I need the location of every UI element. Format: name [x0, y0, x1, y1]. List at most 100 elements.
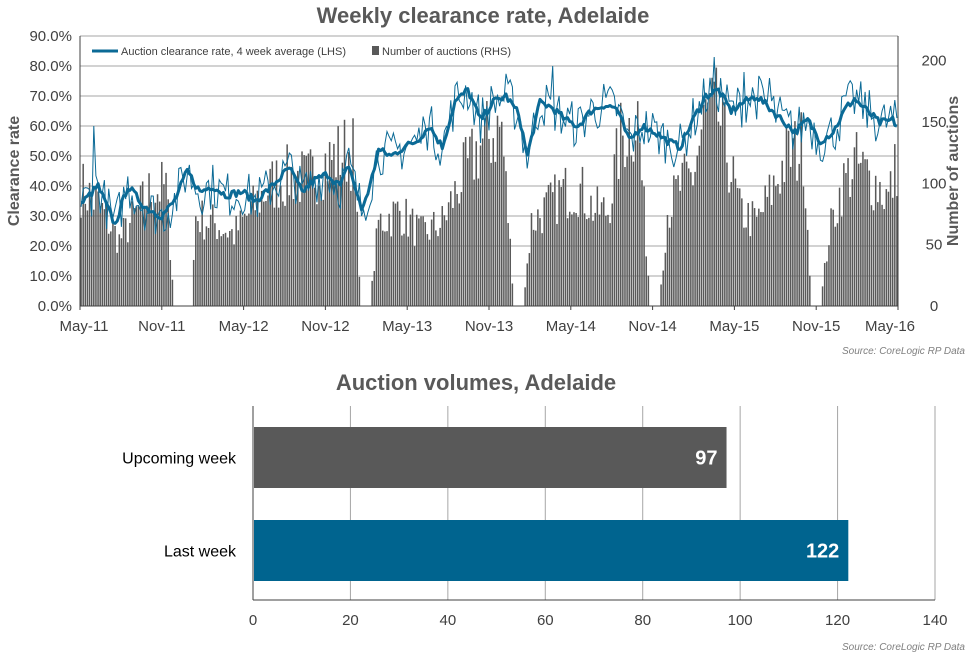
x-tick-label: Nov-12 [301, 318, 349, 335]
auction-bar [290, 166, 293, 306]
auction-bar [454, 181, 456, 306]
auction-bar [528, 253, 531, 306]
auction-bar [167, 199, 169, 306]
auction-bar [668, 227, 671, 306]
auction-bar [749, 236, 752, 306]
bottom-x-ticks: 0 20 40 60 80 100 120 140 [249, 612, 948, 629]
auction-bar [634, 140, 637, 306]
auction-bar [120, 238, 123, 306]
auction-bar [356, 211, 359, 306]
auction-bar [609, 223, 611, 306]
legend-line-label: Auction clearance rate, 4 week average (… [121, 46, 346, 58]
auction-bar [260, 190, 263, 306]
volume-bar-value: 97 [695, 448, 717, 470]
auction-bar [343, 119, 346, 307]
auction-bar [838, 187, 841, 306]
auction-bar [690, 172, 692, 306]
auction-bar [418, 218, 420, 306]
auction-bar [158, 201, 161, 306]
auction-bar [403, 233, 405, 306]
auction-bar [547, 184, 550, 306]
auction-bar [558, 180, 560, 306]
auction-bar [415, 214, 418, 306]
auction-bar [698, 145, 701, 306]
auction-bar [630, 155, 633, 306]
auction-bar [399, 210, 401, 306]
auction-bar [762, 212, 764, 306]
x-tick-label: Nov-11 [138, 318, 185, 335]
x-tick-label: May-14 [546, 318, 596, 335]
auction-bar [796, 180, 798, 306]
auction-bar [622, 135, 624, 306]
auction-bar [116, 252, 118, 306]
auction-bar [789, 166, 792, 306]
auction-bar [452, 207, 454, 306]
auction-bar [505, 171, 507, 306]
auction-bar [335, 177, 337, 306]
auction-bar [534, 230, 537, 306]
auction-bar [785, 126, 788, 307]
left-axis-ticks: 0.0% 10.0% 20.0% 30.0% 40.0% 50.0% 60.0% 70.0% 8… [29, 28, 72, 315]
auction-bar [860, 162, 862, 306]
auction-bar [462, 142, 465, 306]
auction-bar [458, 203, 461, 306]
auction-count-bars [80, 67, 898, 307]
auction-bar [131, 201, 133, 306]
auction-bar [229, 230, 231, 306]
auction-bar [717, 121, 720, 306]
bottom-tick-label: 60 [537, 612, 554, 629]
auction-bar [101, 203, 104, 306]
auction-bar [88, 182, 91, 306]
auction-bar [269, 168, 271, 306]
auction-bar [237, 230, 240, 306]
auction-bar [239, 210, 242, 306]
auction-bar [107, 233, 110, 306]
auction-bar [422, 216, 424, 306]
auction-bar [333, 143, 335, 306]
auction-bar [86, 210, 89, 306]
auction-bar [235, 216, 237, 306]
auction-bar [133, 208, 135, 306]
auction-bar [628, 117, 630, 306]
auction-bar [662, 270, 664, 306]
auction-bar [632, 161, 635, 306]
auction-bar [326, 181, 329, 306]
auction-bar [666, 215, 669, 306]
auction-bar [821, 286, 824, 306]
right-tick-label: 150 [921, 114, 946, 131]
left-axis-title: Clearance rate [6, 116, 23, 226]
auction-bar [413, 246, 416, 306]
volume-bar [254, 427, 727, 488]
auction-bar [477, 178, 480, 306]
auction-bar [324, 153, 327, 306]
auction-bar [246, 215, 248, 306]
auction-bar [90, 196, 93, 306]
auction-bar [275, 160, 278, 306]
weekly-clearance-line [80, 56, 898, 235]
auction-bar [222, 234, 225, 306]
auction-bar [250, 201, 252, 306]
auction-bar [889, 171, 892, 306]
auction-bar [560, 187, 563, 306]
auction-bar [195, 216, 197, 306]
auction-bar [592, 220, 594, 306]
auction-bar [532, 229, 535, 306]
auction-bar [93, 209, 95, 306]
auction-bar [862, 151, 864, 306]
auction-bar [566, 218, 569, 306]
auction-bar [479, 145, 482, 306]
auction-bar [607, 214, 609, 306]
auction-bar [483, 118, 486, 306]
auction-bar [209, 214, 212, 306]
auction-bar [118, 234, 121, 306]
auction-bar [503, 156, 505, 306]
auction-bar [377, 219, 380, 306]
auction-bar [297, 170, 299, 306]
auction-bar [760, 212, 762, 306]
auction-bar [802, 186, 805, 306]
auction-bar [339, 174, 342, 306]
auction-bar [388, 213, 390, 306]
auction-bar [492, 138, 495, 306]
auction-bar [466, 158, 469, 306]
